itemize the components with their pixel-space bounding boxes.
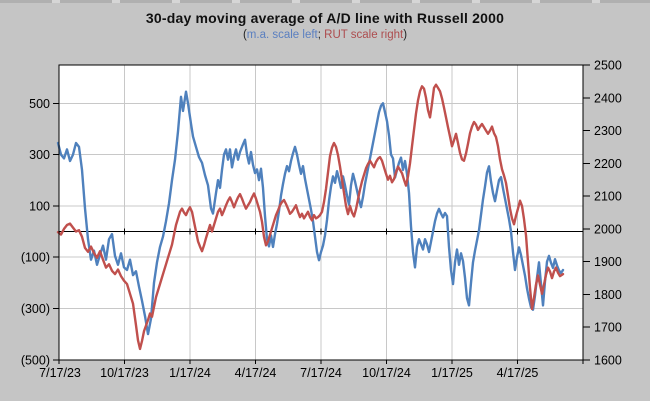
left-axis-tick-label: 300 bbox=[29, 148, 50, 162]
x-axis-tick-label: 7/17/24 bbox=[300, 366, 342, 380]
left-axis-tick-label: 500 bbox=[29, 97, 50, 111]
right-axis-tick-label: 2500 bbox=[594, 59, 622, 73]
right-axis-tick-label: 2100 bbox=[594, 190, 622, 204]
legend-ma-label: m.a. scale left bbox=[246, 29, 318, 41]
window-top-edge bbox=[0, 0, 650, 3]
subtitle-open-paren: ( bbox=[242, 29, 247, 41]
right-axis-tick-label: 1700 bbox=[594, 321, 622, 335]
x-axis-tick-label: 4/17/25 bbox=[497, 366, 539, 380]
left-axis-tick-label: (100) bbox=[21, 251, 50, 265]
left-axis-tick-label: 100 bbox=[29, 199, 50, 213]
right-axis-tick-label: 1900 bbox=[594, 255, 622, 269]
right-axis-tick-label: 2200 bbox=[594, 157, 622, 171]
subtitle-separator: ; bbox=[317, 29, 325, 41]
legend-rut-label: RUT scale right bbox=[324, 29, 404, 41]
x-axis-tick-label: 10/17/23 bbox=[100, 366, 149, 380]
ad-ma-series-line bbox=[56, 90, 565, 336]
x-axis-tick-label: 7/17/23 bbox=[39, 366, 81, 380]
left-axis-tick-label: (500) bbox=[21, 353, 50, 367]
left-axis-tick-label: (300) bbox=[21, 302, 50, 316]
x-axis-tick-label: 1/17/25 bbox=[431, 366, 473, 380]
x-axis-tick-label: 1/17/24 bbox=[169, 366, 211, 380]
x-axis-tick-label: 10/17/24 bbox=[362, 366, 411, 380]
right-axis-tick-label: 2300 bbox=[594, 124, 622, 138]
x-axis-tick-label: 4/17/24 bbox=[235, 366, 277, 380]
rut-series-line bbox=[56, 83, 565, 351]
chart-title: 30-day moving average of A/D line with R… bbox=[145, 10, 505, 26]
right-axis-tick-label: 2000 bbox=[594, 222, 622, 236]
right-axis-tick-label: 2400 bbox=[594, 91, 622, 105]
subtitle-close-paren: ) bbox=[403, 29, 408, 41]
right-axis-tick-label: 1800 bbox=[594, 288, 622, 302]
chart-subtitle: (m.a. scale left; RUT scale right) bbox=[0, 29, 650, 41]
right-axis-tick-label: 1600 bbox=[594, 354, 622, 368]
